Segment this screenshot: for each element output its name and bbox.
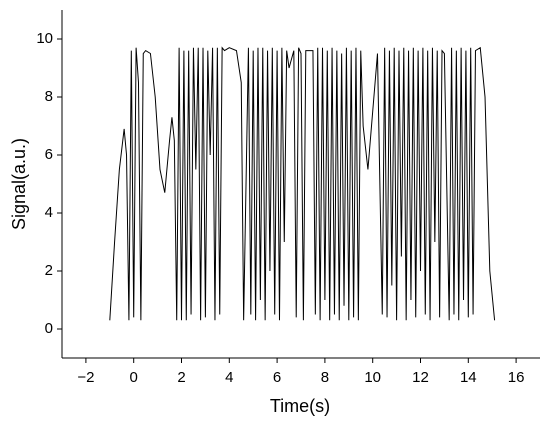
x-tick-label: 2: [177, 369, 185, 386]
x-tick-label: 4: [225, 369, 233, 386]
x-tick-label: 6: [273, 369, 281, 386]
y-tick-label: 6: [45, 146, 53, 163]
signal-line: [109, 46, 496, 321]
x-tick-label: 16: [508, 369, 525, 386]
x-tick-label: 0: [130, 369, 138, 386]
y-axis-label: Signal(a.u.): [9, 138, 29, 230]
y-tick-label: 0: [45, 320, 53, 337]
x-tick-label: 8: [321, 369, 329, 386]
y-tick-label: 2: [45, 262, 53, 279]
x-tick-label: −2: [77, 369, 94, 386]
x-tick-label: 10: [364, 369, 381, 386]
x-tick-label: 12: [412, 369, 429, 386]
x-tick-label: 14: [460, 369, 477, 386]
y-tick-label: 8: [45, 88, 53, 105]
y-tick-label: 10: [36, 30, 53, 47]
y-tick-label: 4: [45, 204, 53, 221]
x-axis-label: Time(s): [270, 396, 330, 416]
